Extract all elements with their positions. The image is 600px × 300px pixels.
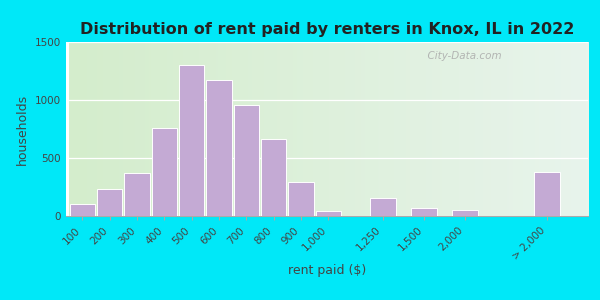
Title: Distribution of rent paid by renters in Knox, IL in 2022: Distribution of rent paid by renters in … xyxy=(80,22,574,37)
Bar xyxy=(234,105,259,216)
Bar xyxy=(412,208,437,216)
Bar xyxy=(316,212,341,216)
Bar xyxy=(535,172,560,216)
X-axis label: rent paid ($): rent paid ($) xyxy=(288,264,366,277)
Text: City-Data.com: City-Data.com xyxy=(421,51,502,61)
Bar xyxy=(124,173,149,216)
Y-axis label: households: households xyxy=(16,93,29,165)
Bar xyxy=(452,210,478,216)
Bar xyxy=(152,128,177,216)
Bar xyxy=(97,189,122,216)
Bar xyxy=(206,80,232,216)
Bar xyxy=(70,204,95,216)
Bar xyxy=(261,140,286,216)
Bar xyxy=(370,198,395,216)
Bar xyxy=(289,182,314,216)
Bar xyxy=(179,65,204,216)
